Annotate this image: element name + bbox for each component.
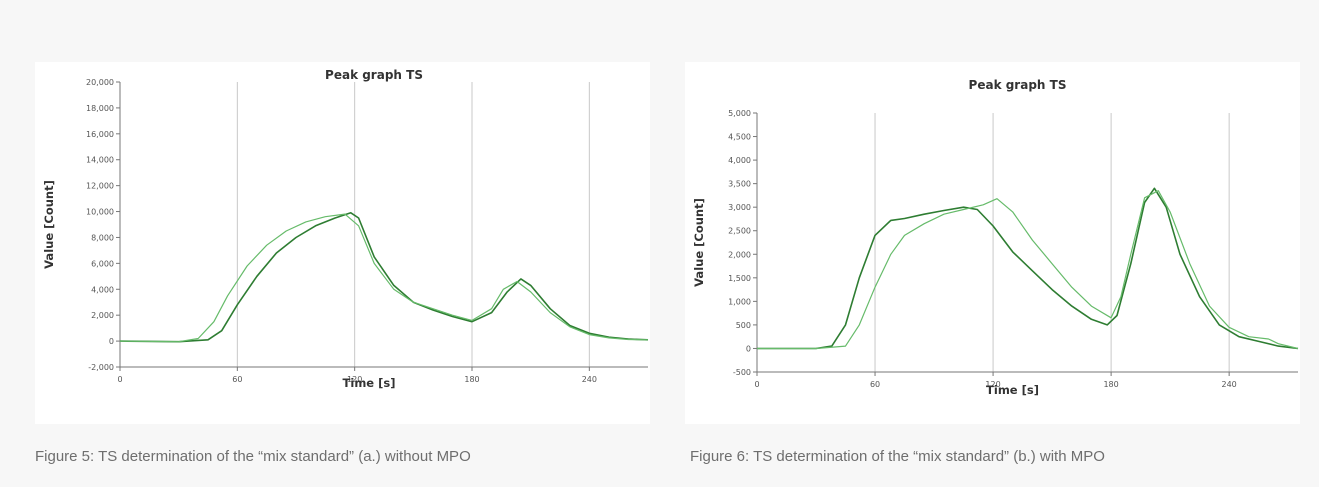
y-tick-label: 1,000 (728, 297, 751, 306)
y-tick-label: 3,000 (728, 203, 751, 212)
y-tick-label: 0 (746, 344, 751, 353)
figure-6-caption: Figure 6: TS determination of the “mix s… (690, 448, 1105, 465)
y-tick-label: 4,000 (91, 285, 114, 294)
series-line-2 (119, 213, 649, 343)
y-axis-label: Value [Count] (42, 180, 56, 269)
x-tick-label: 240 (582, 375, 597, 384)
figure-5-chart: -2,000 0 2,000 4,000 6,000 8,000 10,000 12,000 1… (35, 62, 650, 424)
x-axis-label: Time [s] (986, 383, 1039, 397)
chart-title: Peak graph TS (969, 78, 1067, 92)
y-tick-label: 2,500 (728, 227, 751, 236)
figure-5-caption: Figure 5: TS determination of the “mix s… (35, 448, 471, 465)
y-tick-label: 2,000 (728, 250, 751, 259)
y-tick-label: 4,500 (728, 133, 751, 142)
y-tick-label: 14,000 (86, 156, 114, 165)
series-line-2 (757, 190, 1299, 350)
series-line-1 (757, 187, 1299, 350)
figure-6-chart: -500 0 500 1,000 1,500 2,000 2,500 3,000 3,500 4,… (685, 62, 1300, 424)
x-axis-label: Time [s] (343, 376, 396, 390)
y-tick-label: 16,000 (86, 130, 114, 139)
x-tick-label: 240 (1222, 380, 1237, 389)
y-tick-label: 4,000 (728, 156, 751, 165)
chart-a-svg: -2,00002,0004,0006,0008,00010,00012,0001… (42, 68, 649, 390)
y-tick-label: 5,000 (728, 109, 751, 118)
y-tick-label: 0 (109, 337, 114, 346)
y-tick-label: 1,500 (728, 274, 751, 283)
chart-title: Peak graph TS (325, 68, 423, 82)
x-tick-label: 60 (870, 380, 880, 389)
y-tick-label: -2,000 (88, 363, 114, 372)
x-tick-label: 0 (754, 380, 759, 389)
x-tick-label: 180 (1103, 380, 1118, 389)
x-tick-label: 120 (985, 380, 1000, 389)
y-axis-label: Value [Count] (692, 198, 706, 287)
x-tick-label: 0 (117, 375, 122, 384)
y-tick-label: -500 (733, 368, 751, 377)
y-tick-label: 12,000 (86, 182, 114, 191)
y-tick-label: 3,500 (728, 180, 751, 189)
x-tick-label: 120 (347, 375, 362, 384)
y-tick-label: 8,000 (91, 233, 114, 242)
y-tick-label: 6,000 (91, 259, 114, 268)
y-tick-label: 500 (736, 321, 751, 330)
series-line-1 (119, 212, 649, 343)
chart-b-svg: -50005001,0001,5002,0002,5003,0003,5004,… (692, 78, 1299, 397)
x-tick-label: 180 (464, 375, 479, 384)
y-tick-label: 10,000 (86, 208, 114, 217)
y-tick-label: 18,000 (86, 104, 114, 113)
y-tick-label: 20,000 (86, 78, 114, 87)
x-tick-label: 60 (232, 375, 242, 384)
y-tick-label: 2,000 (91, 311, 114, 320)
